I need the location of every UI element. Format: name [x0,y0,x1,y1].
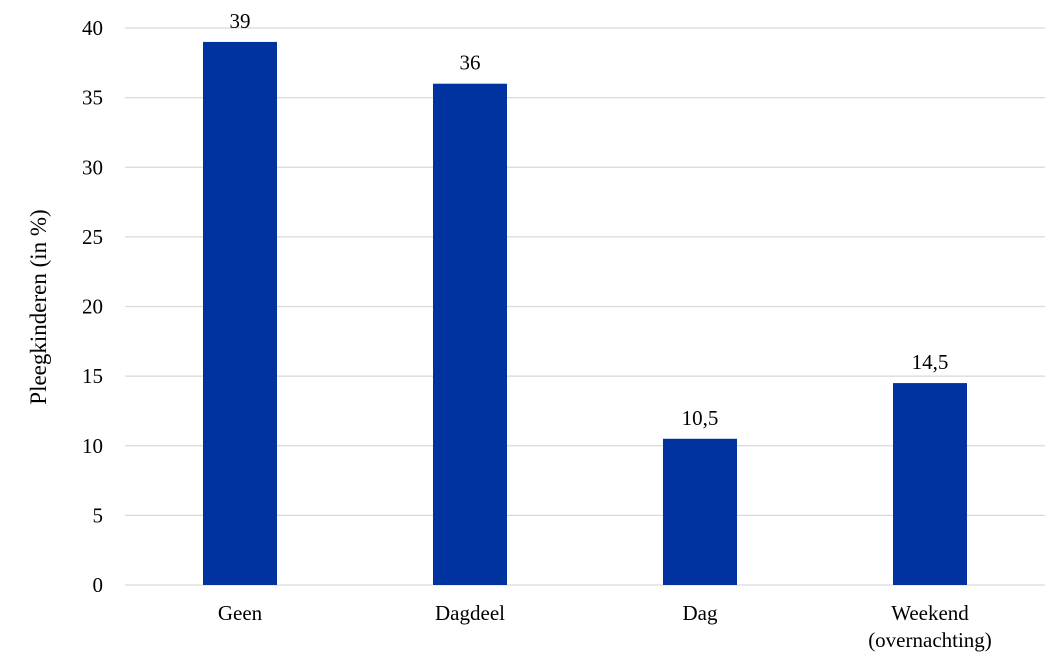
data-label: 14,5 [912,350,949,374]
y-tick-label: 40 [82,16,103,40]
data-label: 39 [230,9,251,33]
x-tick-label: Dagdeel [435,601,505,625]
data-labels: 39 36 10,5 14,5 [230,9,949,430]
x-tick-line: Dag [683,601,718,625]
x-tick-label: Geen [218,601,263,625]
bar [433,83,507,585]
x-axis-ticks: Geen Dagdeel Dag Weekend (overnachting) [218,601,992,652]
bar [893,383,967,585]
y-tick-label: 0 [93,573,104,597]
x-tick-line: Geen [218,601,263,625]
y-tick-label: 10 [82,434,103,458]
x-tick-line: (overnachting) [868,628,992,652]
y-axis-ticks: 0 5 10 15 20 25 30 35 40 [82,16,103,597]
x-tick-line: Weekend [891,601,969,625]
bar [203,41,277,586]
data-label: 10,5 [682,406,719,430]
y-tick-label: 25 [82,225,103,249]
y-tick-label: 5 [93,503,104,527]
x-tick-label: Weekend (overnachting) [868,601,992,652]
y-tick-label: 35 [82,86,103,110]
bars [203,41,967,586]
y-tick-label: 30 [82,155,103,179]
x-tick-line: Dagdeel [435,601,505,625]
data-label: 36 [460,51,481,75]
x-tick-label: Dag [683,601,718,625]
y-tick-label: 15 [82,364,103,388]
y-axis-label: Pleegkinderen (in %) [26,209,51,404]
bar [663,438,737,585]
gridlines [125,27,1045,586]
y-tick-label: 20 [82,295,103,319]
